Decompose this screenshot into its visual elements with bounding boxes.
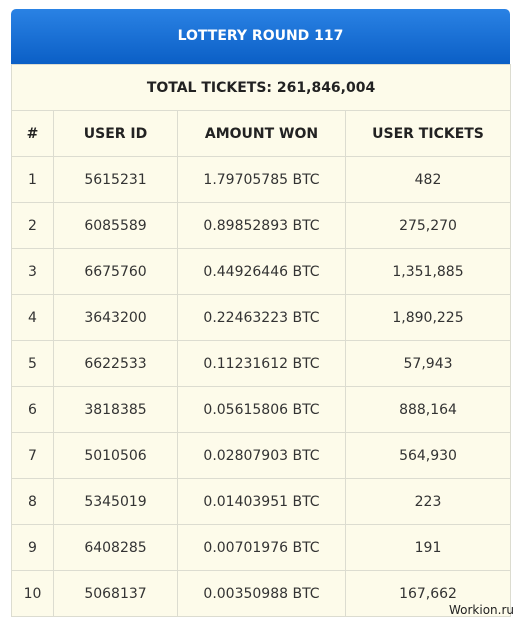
table-cell: 10 [11, 570, 54, 617]
table-cell: 0.02807903 BTC [177, 432, 346, 479]
column-header: USER ID [53, 110, 178, 157]
table-row: 9 6408285 0.00701976 BTC 191 [11, 524, 512, 571]
table-cell: 7 [11, 432, 54, 479]
column-header: # [11, 110, 54, 157]
table-cell: 57,943 [344, 340, 512, 387]
table-cell: 5615231 [53, 156, 178, 203]
table-row: 10 5068137 0.00350988 BTC 167,662 [11, 570, 512, 617]
table-cell: 6622533 [53, 340, 178, 387]
table-cell: 0.44926446 BTC [177, 248, 346, 295]
watermark: Workion.ru [448, 603, 514, 617]
table-cell: 223 [344, 478, 512, 525]
table-cell: 3643200 [53, 294, 178, 341]
table-cell: 0.05615806 BTC [177, 386, 346, 433]
table-cell: 564,930 [344, 432, 512, 479]
table-body: 1 5615231 1.79705785 BTC 482 2 6085589 0.89852… [11, 156, 512, 617]
table-row: 6 3818385 0.05615806 BTC 888,164 [11, 386, 512, 433]
table-cell: 8 [11, 478, 54, 525]
table-row: 8 5345019 0.01403951 BTC 223 [11, 478, 512, 525]
table-cell: 2 [11, 202, 54, 249]
table-row: 4 3643200 0.22463223 BTC 1,890,225 [11, 294, 512, 341]
table-cell: 0.00701976 BTC [177, 524, 346, 571]
header-row: # USER ID AMOUNT WON USER TICKETS [11, 110, 512, 157]
table-cell: 191 [344, 524, 512, 571]
table-cell: 5010506 [53, 432, 178, 479]
table-cell: 9 [11, 524, 54, 571]
column-header: USER TICKETS [344, 110, 512, 157]
total-tickets: TOTAL TICKETS: 261,846,004 [10, 64, 512, 111]
table-cell: 1.79705785 BTC [177, 156, 346, 203]
table-cell: 1,351,885 [344, 248, 512, 295]
table-row: 5 6622533 0.11231612 BTC 57,943 [11, 340, 512, 387]
table-cell: 6085589 [53, 202, 178, 249]
table-cell: 5068137 [53, 570, 178, 617]
table-cell: 888,164 [344, 386, 512, 433]
table-row: 1 5615231 1.79705785 BTC 482 [11, 156, 512, 203]
table-cell: 6408285 [53, 524, 178, 571]
table-cell: 6 [11, 386, 54, 433]
table-cell: 0.11231612 BTC [177, 340, 346, 387]
table-cell: 482 [344, 156, 512, 203]
panel-title: LOTTERY ROUND 117 [11, 9, 510, 64]
table-cell: 4 [11, 294, 54, 341]
table-cell: 1 [11, 156, 54, 203]
table-cell: 0.01403951 BTC [177, 478, 346, 525]
table-row: 3 6675760 0.44926446 BTC 1,351,885 [11, 248, 512, 295]
table-cell: 5345019 [53, 478, 178, 525]
table-cell: 0.89852893 BTC [177, 202, 346, 249]
table-cell: 3 [11, 248, 54, 295]
table-cell: 167,662 [344, 570, 512, 617]
table-cell: 1,890,225 [344, 294, 512, 341]
table-cell: 3818385 [53, 386, 178, 433]
table-cell: 6675760 [53, 248, 178, 295]
table-cell: 0.00350988 BTC [177, 570, 346, 617]
table-row: 7 5010506 0.02807903 BTC 564,930 [11, 432, 512, 479]
table-row: 2 6085589 0.89852893 BTC 275,270 [11, 202, 512, 249]
column-header: AMOUNT WON [177, 110, 346, 157]
results-table: TOTAL TICKETS: 261,846,004 # USER ID AMOUN… [10, 64, 512, 617]
table-cell: 5 [11, 340, 54, 387]
table-cell: 0.22463223 BTC [177, 294, 346, 341]
lottery-panel: LOTTERY ROUND 117 TOTAL TICKETS: 261,846… [10, 9, 512, 617]
table-cell: 275,270 [344, 202, 512, 249]
